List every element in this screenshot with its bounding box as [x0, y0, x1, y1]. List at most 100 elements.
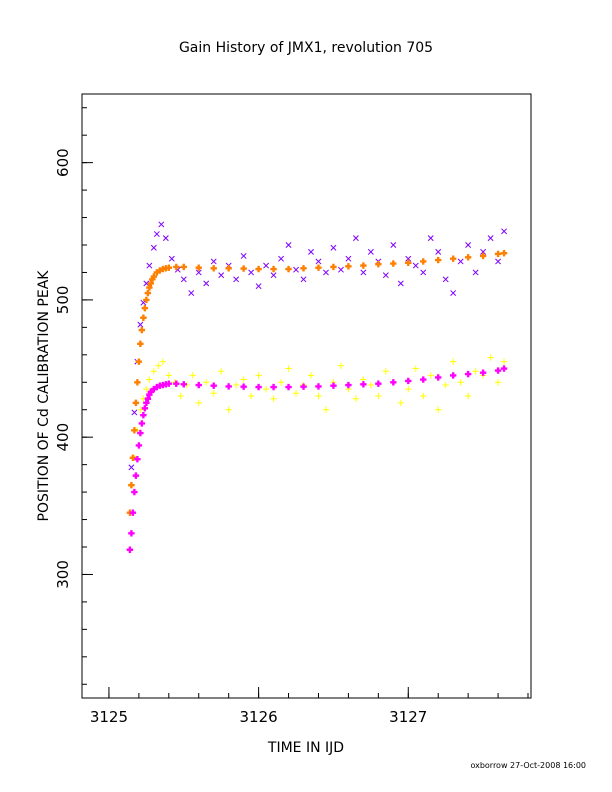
data-point — [307, 372, 315, 379]
data-point — [315, 264, 322, 271]
data-point — [345, 381, 352, 389]
data-point — [500, 250, 508, 257]
data-point — [210, 390, 217, 397]
data-point — [134, 455, 141, 463]
data-point — [367, 381, 375, 389]
data-point — [146, 376, 153, 383]
data-point — [330, 244, 337, 251]
data-point — [352, 235, 359, 242]
data-point — [487, 235, 494, 242]
data-point — [233, 276, 240, 283]
data-point — [500, 358, 508, 365]
data-point — [150, 244, 157, 251]
data-point — [293, 266, 299, 273]
data-point — [137, 429, 144, 437]
data-point — [315, 383, 322, 390]
data-point — [464, 370, 472, 378]
data-point — [270, 272, 277, 279]
data-point — [382, 272, 389, 279]
data-point — [135, 358, 143, 365]
data-point — [195, 381, 202, 389]
data-point — [278, 255, 285, 262]
data-point — [360, 262, 367, 269]
data-point — [131, 488, 138, 496]
data-point — [255, 383, 262, 391]
data-point — [464, 254, 472, 261]
data-point — [360, 269, 367, 276]
data-point — [405, 259, 412, 267]
data-point — [345, 255, 352, 262]
series-2 — [126, 250, 508, 516]
data-point — [141, 405, 149, 412]
data-point — [137, 321, 144, 328]
data-point — [300, 265, 307, 272]
data-point — [188, 290, 195, 296]
data-point — [405, 385, 412, 393]
data-point — [330, 263, 337, 271]
data-point — [129, 454, 137, 461]
data-point — [285, 365, 292, 372]
data-point — [390, 242, 397, 248]
data-point — [465, 242, 472, 248]
data-point — [240, 265, 247, 272]
data-point — [270, 383, 277, 391]
plot-frame — [81, 93, 532, 699]
data-point — [225, 406, 232, 413]
series-3 — [126, 365, 508, 553]
data-point — [255, 372, 262, 379]
data-point — [248, 269, 255, 276]
x-tick-label: 3126 — [240, 708, 278, 726]
data-point — [138, 326, 146, 334]
y-tick-label: 500 — [54, 286, 72, 315]
data-point — [141, 304, 149, 312]
data-point — [155, 362, 162, 369]
data-point — [247, 392, 255, 400]
data-point — [449, 255, 457, 262]
data-point — [173, 263, 180, 271]
data-point — [330, 382, 337, 389]
data-point — [140, 314, 147, 321]
data-point — [270, 265, 277, 273]
data-point — [162, 235, 169, 242]
data-point — [442, 381, 449, 389]
data-point — [165, 380, 173, 387]
data-point — [225, 383, 232, 390]
data-point — [137, 340, 144, 348]
data-point — [210, 258, 217, 265]
y-axis-label: POSITION OF Cd CALIBRATION PEAK — [36, 270, 52, 522]
data-point — [390, 379, 397, 386]
data-point — [292, 390, 300, 397]
data-point — [131, 427, 138, 434]
data-point — [315, 258, 322, 265]
data-point — [285, 383, 292, 391]
data-point — [435, 374, 442, 381]
footer-credit: oxborrow 27-Oct-2008 16:00 — [470, 761, 586, 770]
y-tick-label: 400 — [54, 423, 72, 452]
data-point — [158, 221, 165, 228]
data-point — [128, 482, 135, 489]
y-tick-label: 600 — [54, 148, 72, 177]
data-point — [150, 273, 158, 280]
x-tick-label: 3127 — [389, 708, 427, 726]
data-point — [337, 266, 344, 273]
x-axis-label: TIME IN IJD — [267, 740, 344, 756]
data-point — [168, 255, 175, 262]
data-point — [412, 365, 419, 372]
data-point — [173, 380, 180, 387]
data-point — [180, 381, 187, 388]
data-point — [323, 269, 329, 276]
data-point — [263, 262, 270, 269]
data-point — [195, 399, 202, 407]
axis-ticks: 3125 3126 3127 300 400 500 600 — [54, 107, 529, 726]
data-series — [126, 221, 508, 553]
data-point — [472, 368, 479, 375]
data-point — [472, 269, 479, 276]
data-point — [494, 250, 502, 258]
data-point — [131, 409, 138, 416]
data-point — [449, 358, 457, 365]
data-point — [420, 258, 427, 265]
data-point — [435, 256, 442, 264]
data-point — [138, 420, 146, 427]
data-point — [159, 358, 167, 365]
data-point — [262, 385, 270, 393]
